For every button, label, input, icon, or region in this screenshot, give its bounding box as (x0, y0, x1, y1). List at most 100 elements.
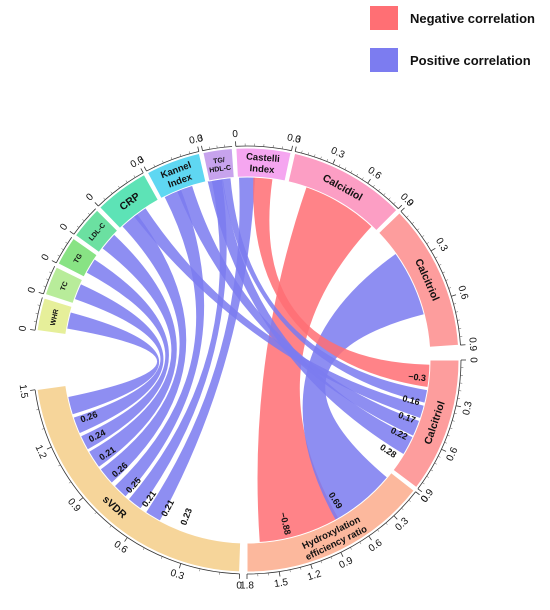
link-calcitriolb-calcidiol (253, 177, 430, 388)
segment-label-tghdl: TG/HDL-C (208, 156, 232, 174)
minor-tick-crp-1 (103, 197, 106, 200)
minor-tick-crp-3 (118, 185, 120, 189)
tick-label-tc-0: 0 (26, 285, 38, 294)
link-svdr-castelli (145, 177, 255, 521)
minor-tick-crp-5 (133, 175, 136, 178)
minor-tick-calcitriolb-13 (438, 456, 441, 458)
link-svdr-ldlc (88, 234, 177, 468)
minor-tick-calcitriolb-14 (434, 462, 437, 465)
minor-tick-calcidiol-11 (361, 177, 364, 180)
minor-tick-calcitriolr-10 (445, 279, 449, 281)
segment-ldlc (74, 209, 119, 254)
minor-tick-crp-2 (110, 191, 113, 194)
tick-label-castelli-1: 0.3 (286, 132, 302, 146)
scale-arc-calcitriolb (417, 359, 462, 490)
minor-tick-her-6 (368, 535, 371, 539)
minor-tick-whr-3 (37, 304, 41, 306)
scale-arc-crp (98, 172, 144, 207)
tick-label-calcitriolb-3: 0.9 (419, 487, 436, 505)
minor-tick-calcitriolr-13 (453, 303, 457, 305)
tick-calcitriolr-0 (400, 207, 405, 212)
minor-tick-calcitriolr-3 (417, 228, 420, 231)
tick-label-crp-0: 0 (84, 191, 96, 203)
link-value-8: −0.88 (278, 511, 293, 535)
tick-label-calcitriolr-2: 0.6 (455, 284, 470, 301)
tick-svdr-5 (30, 389, 36, 391)
minor-tick-her-11 (320, 560, 323, 564)
minor-tick-svdr-10 (68, 481, 72, 484)
minor-tick-calcitriolr-14 (455, 311, 459, 313)
tick-label-her-3: 0.9 (337, 555, 355, 571)
tick-label-her-6: 1.8 (240, 581, 254, 592)
minor-tick-calcitriolr-8 (438, 264, 442, 266)
tick-label-svdr-3: 0.9 (65, 496, 83, 514)
minor-tick-calcidiol-16 (388, 197, 391, 200)
segment-castelli (235, 147, 292, 182)
minor-tick-svdr-3 (179, 563, 182, 566)
minor-tick-calcitriolr-9 (442, 271, 445, 274)
tick-label-svdr-0: 0 (236, 580, 242, 591)
segment-svdr (36, 384, 242, 573)
tick-kannel-0 (143, 166, 147, 172)
minor-tick-svdr-12 (49, 446, 52, 449)
minor-tick-svdr-11 (58, 464, 61, 467)
minor-tick-calcidiol-1 (301, 150, 303, 154)
segment-her (246, 471, 415, 573)
minor-tick-tg-3 (65, 241, 68, 244)
tick-label-calcidiol-1: 0.3 (329, 145, 347, 161)
segment-kannel (146, 152, 207, 200)
segment-tg (57, 237, 98, 278)
segment-crp (99, 173, 159, 230)
segment-label-castelli: CastelliIndex (245, 151, 280, 176)
minor-tick-calcidiol-15 (383, 193, 386, 196)
minor-tick-calcitriolr-2 (411, 221, 415, 224)
minor-tick-calcitriolr-12 (451, 295, 454, 297)
minor-tick-tc-3 (49, 271, 52, 274)
link-svdr-tc (73, 284, 164, 434)
minor-tick-her-7 (359, 541, 362, 545)
legend-negative-swatch (370, 6, 398, 30)
segment-calcitriolr (377, 212, 460, 348)
tick-whr-0 (30, 329, 36, 331)
minor-tick-kannel-1 (153, 164, 156, 167)
minor-tick-calcidiol-5 (326, 159, 328, 162)
minor-tick-whr-2 (35, 312, 39, 314)
tick-label-calcitriolr-3: 0.9 (466, 337, 478, 352)
minor-tick-her-8 (350, 547, 352, 550)
minor-tick-calcidiol-14 (378, 188, 381, 192)
tick-label-svdr-4: 1.2 (33, 443, 49, 461)
minor-tick-calcidiol-8 (344, 167, 347, 170)
minor-tick-calcitriolb-11 (444, 442, 447, 444)
minor-tick-tg-1 (57, 254, 60, 257)
segment-label-line-castelli-1: Index (249, 163, 275, 176)
minor-tick-her-3 (393, 515, 396, 518)
segment-label-whr: WHR (50, 309, 60, 327)
tick-label-kannel-0: 0 (136, 154, 146, 167)
segment-whr (36, 297, 73, 336)
minor-tick-crp-4 (125, 180, 128, 183)
minor-tick-kannel-5 (188, 151, 191, 154)
scale-arc-calcitriolr (400, 211, 461, 346)
segment-label-line-castelli-0: Castelli (246, 151, 281, 165)
tick-calcidiol-0 (294, 146, 297, 152)
minor-tick-her-1 (408, 499, 411, 502)
tick-label-calcidiol-0: 0 (294, 134, 302, 146)
segment-label-line-tg-0: TG (73, 252, 84, 264)
minor-tick-ldlc-2 (82, 219, 85, 222)
minor-tick-tc-2 (46, 278, 49, 281)
minor-tick-svdr-9 (80, 497, 84, 500)
scale-arc-castelli (235, 145, 292, 152)
link-calcitriolb-tghdl (222, 177, 428, 403)
link-svdr-tg (80, 259, 169, 450)
tick-tg-0 (51, 260, 57, 264)
minor-tick-calcidiol-17 (393, 202, 396, 205)
minor-tick-kannel-3 (170, 157, 173, 160)
minor-tick-calcitriolr-5 (426, 242, 429, 245)
tick-label-her-0: 0 (419, 493, 431, 505)
tick-label-tg-0: 0 (40, 252, 53, 262)
link-svdr-crp (100, 213, 187, 483)
link-value-13: 0.16 (401, 393, 420, 407)
segment-label-line-tghdl-1: HDL-C (209, 165, 232, 175)
tick-label-her-4: 1.2 (306, 568, 323, 583)
